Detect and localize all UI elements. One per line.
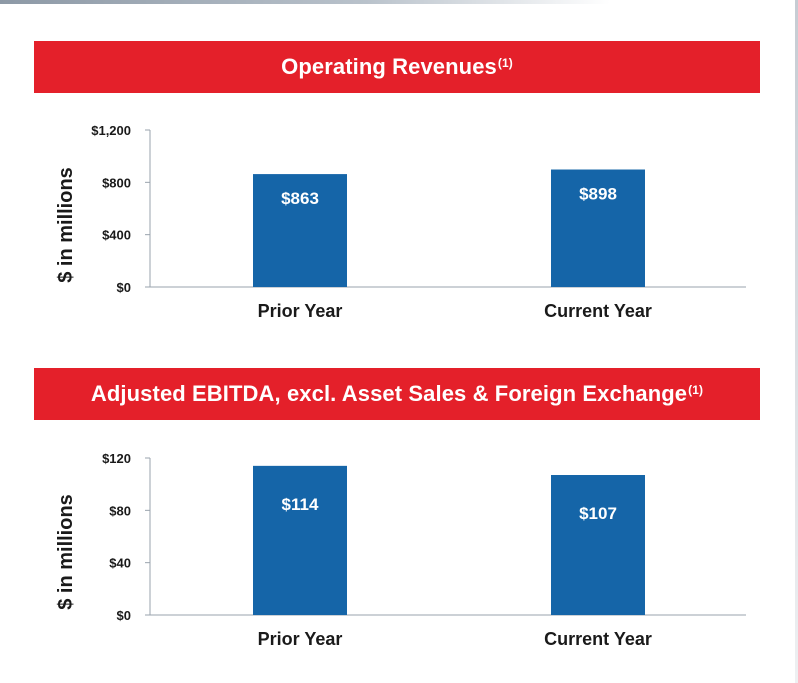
y-tick-label: $80 <box>109 503 131 518</box>
y-axis-title: $ in millions <box>55 494 77 610</box>
bar-value-label: $107 <box>579 504 617 523</box>
chart-1-title-footnote: (1) <box>497 56 513 70</box>
y-tick-label: $800 <box>102 175 131 190</box>
bar-value-label: $114 <box>282 495 319 514</box>
chart-1-title-banner: Operating Revenues (1) <box>34 41 760 93</box>
chart-1-title: Operating Revenues <box>281 54 497 79</box>
right-divider <box>795 0 798 683</box>
top-divider <box>0 0 610 4</box>
operating-revenues-chart: $0 $400 $800 $1,200 $ in millions $863 Prior Y… <box>55 123 746 321</box>
bar-value-label: $898 <box>579 185 617 204</box>
adjusted-ebitda-chart: $0 $40 $80 $120 $ in millions $114 Prior Year $… <box>55 451 746 649</box>
y-tick-label: $0 <box>117 608 131 623</box>
bar-current-year <box>551 475 645 615</box>
bar-current-year <box>551 169 645 287</box>
chart-2-title-footnote: (1) <box>688 383 704 397</box>
chart-2-title: Adjusted EBITDA, excl. Asset Sales & For… <box>90 381 688 406</box>
y-tick-label: $120 <box>102 451 131 466</box>
category-label: Current Year <box>544 629 652 649</box>
y-axis-title: $ in millions <box>55 167 77 283</box>
y-tick-label: $400 <box>102 228 131 243</box>
category-label: Prior Year <box>258 301 343 321</box>
bar-prior-year <box>253 174 347 287</box>
bar-value-label: $863 <box>281 189 319 208</box>
y-tick-label: $40 <box>109 556 131 571</box>
y-tick-label: $0 <box>117 280 131 295</box>
chart-2-title-banner: Adjusted EBITDA, excl. Asset Sales & For… <box>34 368 760 420</box>
y-tick-label: $1,200 <box>91 123 131 138</box>
bar-prior-year <box>253 465 347 615</box>
category-label: Prior Year <box>258 629 343 649</box>
category-label: Current Year <box>544 301 652 321</box>
